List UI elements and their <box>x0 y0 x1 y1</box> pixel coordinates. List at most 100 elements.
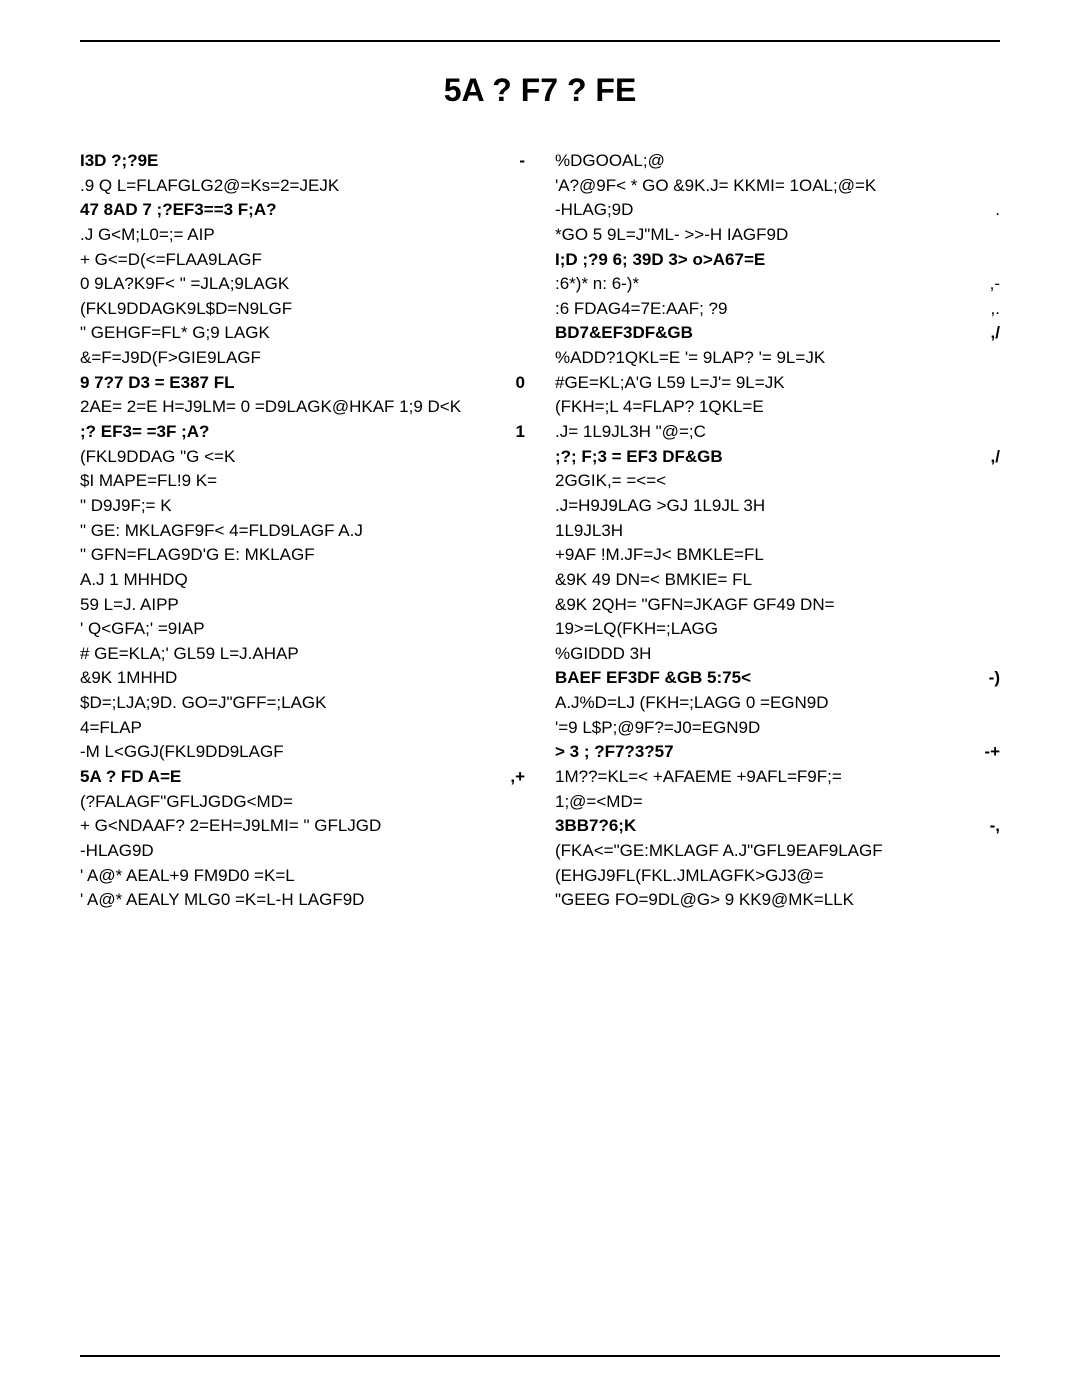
row-text: 5A ? FD A=E <box>80 765 495 790</box>
row-number: - <box>495 149 525 174</box>
content-row: &=F=J9D(F>GIE9LAGF <box>80 346 525 371</box>
row-text: .9 Q L=FLAFGLG2@=Ks=2=JEJK <box>80 174 525 199</box>
content-row: -M L<GGJ(FKL9DD9LAGF <box>80 740 525 765</box>
row-text: 2GGIK,= =<=< <box>555 469 1000 494</box>
content-row: + G<NDAAF? 2=EH=J9LMI= " GFLJGD <box>80 814 525 839</box>
row-text: +9AF !M.JF=J< BMKLE=FL <box>555 543 1000 568</box>
content-row: %ADD?1QKL=E '= 9LAP? '= 9L=JK <box>555 346 1000 371</box>
row-text: BAEF EF3DF &GB 5:75< <box>555 666 970 691</box>
content-row: 0 9LA?K9F< " =JLA;9LAGK <box>80 272 525 297</box>
row-text: ' A@* AEAL+9 FM9D0 =K=L <box>80 864 525 889</box>
row-text: #GE=KL;A'G L59 L=J'= 9L=JK <box>555 371 1000 396</box>
row-number: -) <box>970 666 1000 691</box>
content-row: A.J%D=LJ (FKH=;LAGG 0 =EGN9D <box>555 691 1000 716</box>
left-column: I3D ?;?9E-.9 Q L=FLAFGLG2@=Ks=2=JEJK47 8… <box>80 149 525 913</box>
row-text: 0 9LA?K9F< " =JLA;9LAGK <box>80 272 525 297</box>
row-text: 3BB7?6;K <box>555 814 970 839</box>
row-number: ,/ <box>970 445 1000 470</box>
content-row: .J=H9J9LAG >GJ 1L9JL 3H <box>555 494 1000 519</box>
content-row: ;? EF3= =3F ;A?1 <box>80 420 525 445</box>
row-number: 0 <box>495 371 525 396</box>
row-text: .J=H9J9LAG >GJ 1L9JL 3H <box>555 494 1000 519</box>
content-row: "GEEG FO=9DL@G> 9 KK9@MK=LLK <box>555 888 1000 913</box>
row-text: (FKL9DDAGK9L$D=N9LGF <box>80 297 525 322</box>
row-text: %ADD?1QKL=E '= 9LAP? '= 9L=JK <box>555 346 1000 371</box>
row-number: ,+ <box>495 765 525 790</box>
bottom-rule <box>80 1355 1000 1357</box>
page-title: 5A ? F7 ? FE <box>80 72 1000 109</box>
row-text: 'A?@9F< * GO &9K.J= KKMI= 1OAL;@=K <box>555 174 1000 199</box>
row-text: "GEEG FO=9DL@G> 9 KK9@MK=LLK <box>555 888 1000 913</box>
content-row: :6 FDAG4=7E:AAF; ?9,. <box>555 297 1000 322</box>
row-text: .J G<M;L0=;= AIP <box>80 223 525 248</box>
content-row: " GEHGF=FL* G;9 LAGK <box>80 321 525 346</box>
content-row: -HLAG;9D. <box>555 198 1000 223</box>
content-row: 2AE= 2=E H=J9LM= 0 =D9LAGK@HKAF 1;9 D<K <box>80 395 525 420</box>
content-row: (?FALAGF"GFLJGDG<MD= <box>80 790 525 815</box>
content-row: &9K 1MHHD <box>80 666 525 691</box>
row-text: 1L9JL3H <box>555 519 1000 544</box>
content-row: (FKH=;L 4=FLAP? 1QKL=E <box>555 395 1000 420</box>
content-row: &9K 2QH= "GFN=JKAGF GF49 DN= <box>555 593 1000 618</box>
content-row: 1M??=KL=< +AFAEME +9AFL=F9F;= <box>555 765 1000 790</box>
row-number: . <box>970 198 1000 223</box>
content-row: 2GGIK,= =<=< <box>555 469 1000 494</box>
content-row: .J= 1L9JL3H "@=;C <box>555 420 1000 445</box>
row-text: I3D ?;?9E <box>80 149 495 174</box>
row-number: -, <box>970 814 1000 839</box>
row-text: I;D ;?9 6; 39D 3> o>A67=E <box>555 248 1000 273</box>
top-rule <box>80 40 1000 42</box>
content-row: ;?; F;3 = EF3 DF&GB,/ <box>555 445 1000 470</box>
content-row: (FKA<="GE:MKLAGF A.J"GFL9EAF9LAGF <box>555 839 1000 864</box>
row-text: &9K 2QH= "GFN=JKAGF GF49 DN= <box>555 593 1000 618</box>
content-row: 5A ? FD A=E,+ <box>80 765 525 790</box>
content-row: " GFN=FLAG9D'G E: MKLAGF <box>80 543 525 568</box>
row-text: + G<NDAAF? 2=EH=J9LMI= " GFLJGD <box>80 814 525 839</box>
row-number: ,/ <box>970 321 1000 346</box>
right-column: %DGOOAL;@'A?@9F< * GO &9K.J= KKMI= 1OAL;… <box>555 149 1000 913</box>
row-text: *GO 5 9L=J"ML- >>-H IAGF9D <box>555 223 1000 248</box>
row-text: 19>=LQ(FKH=;LAGG <box>555 617 1000 642</box>
content-row: (EHGJ9FL(FKL.JMLAGFK>GJ3@= <box>555 864 1000 889</box>
row-text: -HLAG9D <box>80 839 525 864</box>
content-row: ' Q<GFA;' =9IAP <box>80 617 525 642</box>
content-row: A.J 1 MHHDQ <box>80 568 525 593</box>
row-text: $I MAPE=FL!9 K= <box>80 469 525 494</box>
content-row: #GE=KL;A'G L59 L=J'= 9L=JK <box>555 371 1000 396</box>
row-text: &=F=J9D(F>GIE9LAGF <box>80 346 525 371</box>
row-text: A.J 1 MHHDQ <box>80 568 525 593</box>
content-row: 19>=LQ(FKH=;LAGG <box>555 617 1000 642</box>
row-text: %DGOOAL;@ <box>555 149 1000 174</box>
row-text: $D=;LJA;9D. GO=J"GFF=;LAGK <box>80 691 525 716</box>
content-row: &9K 49 DN=< BMKIE= FL <box>555 568 1000 593</box>
content-row: > 3 ; ?F7?3?57-+ <box>555 740 1000 765</box>
row-text: (FKL9DDAG "G <=K <box>80 445 525 470</box>
content-row: (FKL9DDAG "G <=K <box>80 445 525 470</box>
content-row: 4=FLAP <box>80 716 525 741</box>
row-text: :6*)* n: 6-)* <box>555 272 970 297</box>
content-row: %GIDDD 3H <box>555 642 1000 667</box>
content-row: I3D ?;?9E- <box>80 149 525 174</box>
row-text: " GE: MKLAGF9F< 4=FLD9LAGF A.J <box>80 519 525 544</box>
row-text: 2AE= 2=E H=J9LM= 0 =D9LAGK@HKAF 1;9 D<K <box>80 395 525 420</box>
row-text: A.J%D=LJ (FKH=;LAGG 0 =EGN9D <box>555 691 1000 716</box>
content-row: 'A?@9F< * GO &9K.J= KKMI= 1OAL;@=K <box>555 174 1000 199</box>
content-row: $I MAPE=FL!9 K= <box>80 469 525 494</box>
row-text: " D9J9F;= K <box>80 494 525 519</box>
content-row: I;D ;?9 6; 39D 3> o>A67=E <box>555 248 1000 273</box>
content-row: " GE: MKLAGF9F< 4=FLD9LAGF A.J <box>80 519 525 544</box>
content-row: ' A@* AEAL+9 FM9D0 =K=L <box>80 864 525 889</box>
row-text: 47 8AD 7 ;?EF3==3 F;A? <box>80 198 525 223</box>
content-row: 3BB7?6;K-, <box>555 814 1000 839</box>
content-columns: I3D ?;?9E-.9 Q L=FLAFGLG2@=Ks=2=JEJK47 8… <box>80 149 1000 913</box>
content-row: %DGOOAL;@ <box>555 149 1000 174</box>
row-text: -M L<GGJ(FKL9DD9LAGF <box>80 740 525 765</box>
content-row: # GE=KLA;' GL59 L=J.AHAP <box>80 642 525 667</box>
row-text: " GEHGF=FL* G;9 LAGK <box>80 321 525 346</box>
row-text: + G<=D(<=FLAA9LAGF <box>80 248 525 273</box>
row-text: # GE=KLA;' GL59 L=J.AHAP <box>80 642 525 667</box>
row-text: (FKA<="GE:MKLAGF A.J"GFL9EAF9LAGF <box>555 839 1000 864</box>
row-text: ' Q<GFA;' =9IAP <box>80 617 525 642</box>
content-row: *GO 5 9L=J"ML- >>-H IAGF9D <box>555 223 1000 248</box>
row-text: %GIDDD 3H <box>555 642 1000 667</box>
